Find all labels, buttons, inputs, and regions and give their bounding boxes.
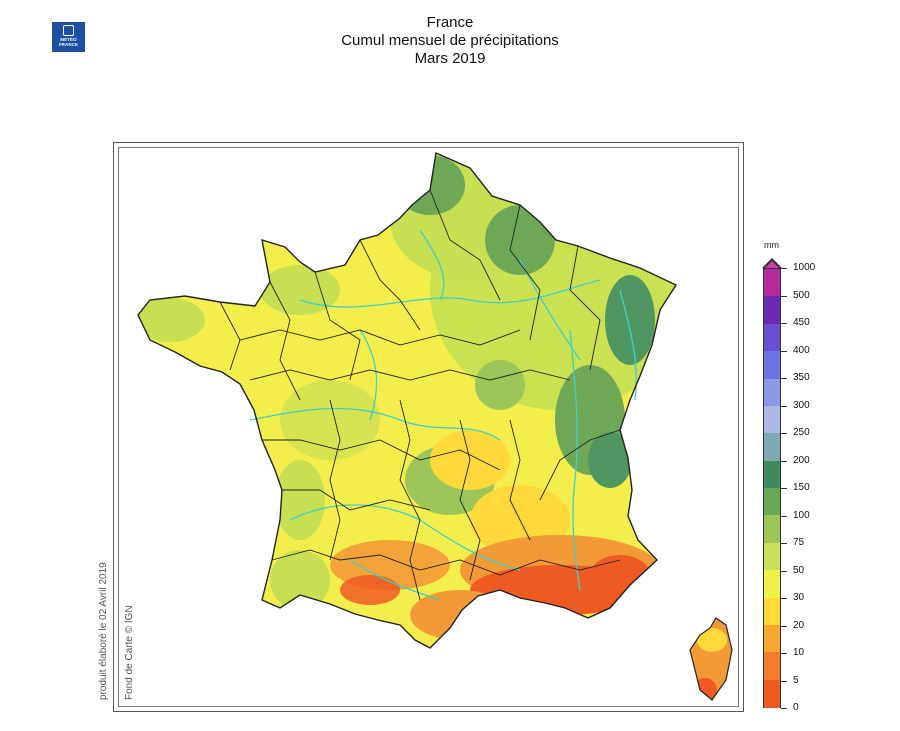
legend-tick — [781, 268, 787, 269]
meteo-france-logo: MÉTÉO FRANCE — [52, 22, 85, 52]
map-titles: France Cumul mensuel de précipitations M… — [0, 14, 900, 68]
legend-label: 0 — [793, 702, 799, 713]
legend-tick — [781, 295, 787, 297]
legend-label: 1000 — [793, 262, 816, 273]
legend-segment — [764, 405, 780, 434]
logo-text-2: FRANCE — [58, 42, 79, 47]
legend-color-bar — [763, 268, 781, 708]
legend-unit: mm — [764, 240, 779, 250]
legend-tick — [781, 653, 787, 654]
legend-tick — [781, 625, 787, 627]
legend-tick — [781, 570, 787, 572]
logo-text-1: MÉTÉO — [60, 37, 77, 42]
legend-overflow-arrow-fill — [765, 261, 779, 268]
legend-label: 350 — [793, 372, 810, 383]
basemap-credit: Fond de Carte © IGN — [124, 605, 135, 700]
legend-label: 500 — [793, 289, 810, 301]
legend-segment — [764, 652, 780, 681]
legend-label: 20 — [793, 619, 805, 631]
precipitation-legend: mm 1000 500 450 400 350 300 250 200 150 100 75 50 30… — [760, 240, 840, 720]
legend-tick — [781, 323, 787, 324]
legend-label: 75 — [793, 537, 805, 548]
legend-segment — [764, 296, 780, 325]
legend-label: 10 — [793, 647, 805, 658]
legend-tick — [781, 708, 787, 709]
legend-label: 250 — [793, 427, 810, 438]
legend-segment — [764, 542, 780, 571]
legend-label: 150 — [793, 482, 810, 493]
legend-tick — [781, 405, 787, 407]
legend-segment — [764, 269, 780, 297]
legend-tick — [781, 378, 787, 379]
legend-segment — [764, 433, 780, 462]
legend-segment — [764, 597, 780, 626]
france-rainfall-field — [138, 153, 676, 648]
legend-label: 5 — [793, 674, 799, 686]
legend-label: 300 — [793, 399, 810, 411]
legend-segment — [764, 679, 780, 708]
legend-label: 30 — [793, 592, 805, 603]
legend-segment — [764, 351, 780, 380]
map-inner-border — [118, 147, 739, 707]
title-variable: Cumul mensuel de précipitations — [341, 32, 559, 49]
legend-segment — [764, 323, 780, 352]
legend-tick — [781, 515, 787, 517]
legend-tick — [781, 460, 787, 462]
legend-segment — [764, 460, 780, 489]
legend-label: 450 — [793, 317, 810, 328]
legend-label: 400 — [793, 344, 810, 356]
legend-tick — [781, 680, 787, 682]
legend-segment — [764, 378, 780, 407]
corsica-outline — [689, 617, 733, 701]
legend-segment — [764, 488, 780, 516]
legend-segment — [764, 570, 780, 599]
legend-label: 100 — [793, 509, 810, 521]
meteo-france-logo-icon — [63, 25, 74, 36]
legend-tick — [781, 488, 787, 489]
legend-label: 200 — [793, 454, 810, 466]
legend-tick — [781, 543, 787, 544]
legend-tick — [781, 433, 787, 434]
legend-label: 50 — [793, 564, 805, 576]
legend-tick — [781, 598, 787, 599]
title-country: France — [426, 14, 474, 31]
production-date-note: produit élaboré le 02 Avril 2019 — [98, 562, 109, 700]
legend-tick — [781, 350, 787, 352]
title-period: Mars 2019 — [414, 50, 486, 67]
department-borders — [219, 189, 621, 601]
legend-segment — [764, 624, 780, 653]
legend-segment — [764, 515, 780, 544]
